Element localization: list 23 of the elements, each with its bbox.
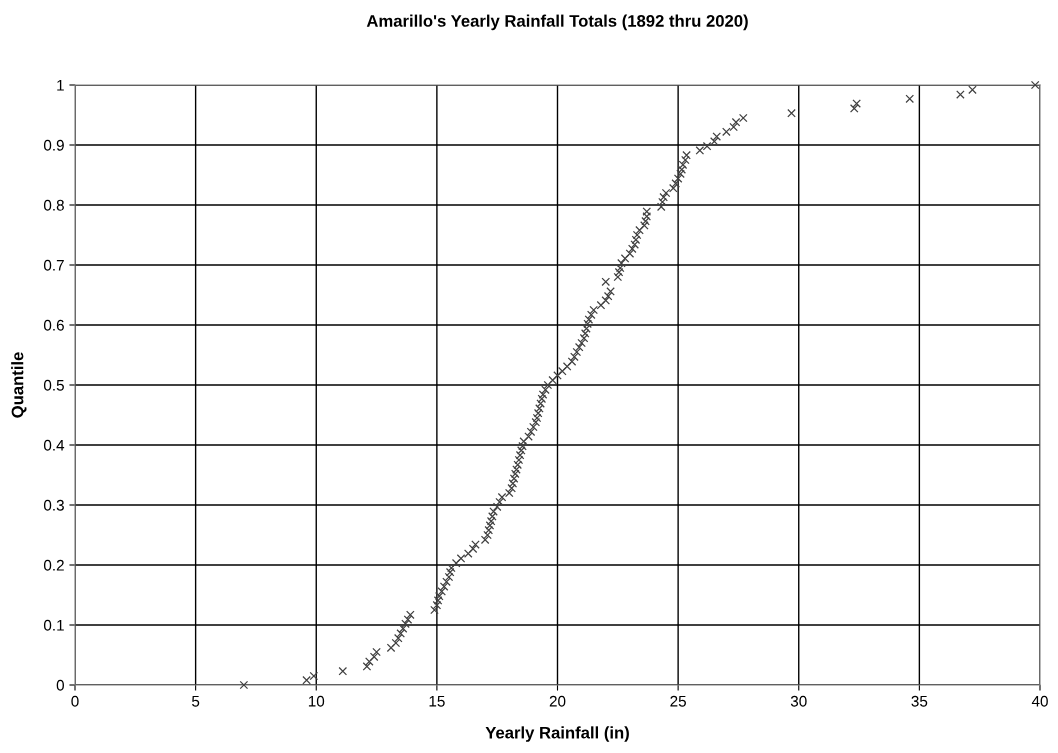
y-tick-label: 0 bbox=[56, 679, 64, 691]
x-tick-label: 0 bbox=[71, 695, 79, 707]
y-tick-label: 0.1 bbox=[43, 619, 64, 631]
chart-title: Amarillo's Yearly Rainfall Totals (1892 thru 2020) bbox=[366, 14, 748, 31]
x-tick-label: 15 bbox=[429, 695, 445, 707]
y-axis-title: Quantile bbox=[11, 352, 27, 418]
x-tick-label: 40 bbox=[1031, 695, 1048, 707]
y-tick-label: 0.2 bbox=[43, 559, 64, 571]
x-tick-label: 10 bbox=[308, 695, 325, 707]
x-tick-label: 20 bbox=[549, 695, 566, 707]
y-tick-label: 0.9 bbox=[43, 139, 64, 151]
x-tick-label: 5 bbox=[191, 695, 200, 707]
y-tick-label: 0.3 bbox=[43, 499, 64, 511]
y-tick-label: 0.8 bbox=[43, 199, 64, 211]
x-tick-label: 35 bbox=[911, 695, 928, 707]
y-tick-label: 0.5 bbox=[43, 379, 64, 391]
x-tick-label: 30 bbox=[790, 695, 807, 707]
y-tick-label: 0.6 bbox=[43, 319, 64, 331]
y-tick-label: 1 bbox=[57, 80, 64, 91]
x-axis-title: Yearly Rainfall (in) bbox=[485, 726, 629, 742]
y-tick-label: 0.7 bbox=[43, 259, 64, 271]
y-tick-label: 0.4 bbox=[43, 439, 65, 451]
x-tick-label: 25 bbox=[670, 695, 686, 707]
